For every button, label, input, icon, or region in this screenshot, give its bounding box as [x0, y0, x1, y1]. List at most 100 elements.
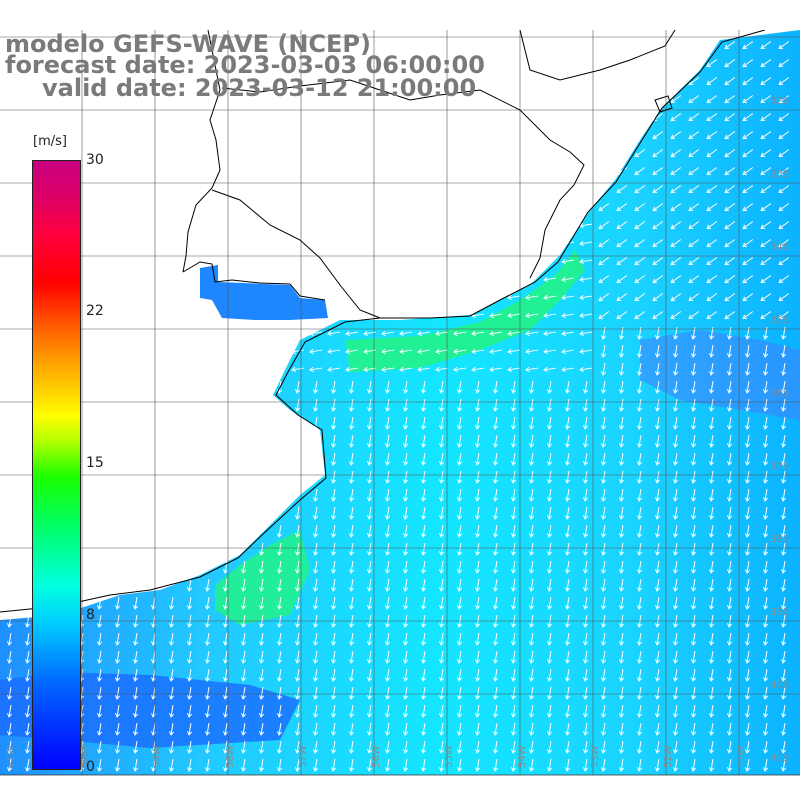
wind-arrow [674, 344, 678, 358]
wind-arrow-head [778, 260, 784, 266]
wind-arrow [224, 668, 228, 682]
wind-arrow [602, 452, 606, 466]
wind-arrow-head [439, 713, 445, 718]
wind-arrow [620, 650, 624, 664]
wind-arrow-head [187, 677, 193, 682]
wind-arrow [368, 740, 372, 754]
wind-arrow [26, 758, 30, 772]
wind-arrow [728, 632, 732, 646]
wind-arrow [278, 524, 282, 538]
wind-arrow [543, 331, 557, 335]
wind-arrow-head [709, 479, 715, 484]
wind-arrow-head [688, 152, 694, 158]
wind-arrow [314, 560, 318, 574]
wind-arrow [350, 470, 354, 484]
wind-arrow-head [709, 389, 715, 394]
wind-arrow-head [724, 116, 730, 122]
wind-arrow [566, 578, 570, 592]
wind-arrow [489, 367, 503, 371]
wind-arrow-head [616, 296, 622, 302]
wind-arrow [670, 257, 682, 265]
wind-arrow-head [511, 749, 517, 754]
wind-arrow-head [277, 623, 283, 628]
wind-arrow [598, 311, 610, 319]
wind-arrow-head [655, 623, 661, 628]
wind-arrow [458, 704, 462, 718]
wind-arrow [512, 560, 516, 574]
wind-arrow-head [349, 713, 355, 718]
wind-arrow [782, 362, 786, 376]
wind-arrow-head [403, 605, 409, 610]
wind-arrow [652, 293, 664, 301]
wind-arrow-head [709, 551, 715, 556]
wind-arrow [278, 560, 282, 574]
wind-arrow-head [475, 461, 481, 466]
wind-arrow-head [724, 242, 730, 248]
wind-arrow-head [763, 749, 769, 754]
wind-arrow [674, 704, 678, 718]
wind-arrow [652, 311, 664, 319]
wind-arrow [494, 722, 498, 736]
wind-arrow [579, 223, 593, 227]
wind-arrow-head [706, 116, 712, 122]
wind-arrow [8, 704, 12, 718]
wind-arrow-head [493, 569, 499, 574]
wind-arrow-head [457, 389, 463, 394]
wind-arrow [296, 380, 300, 394]
wind-arrow-head [493, 659, 499, 664]
wind-arrow-head [652, 296, 658, 302]
wind-arrow [710, 506, 714, 520]
wind-arrow-head [7, 749, 13, 754]
wind-arrow-head [561, 312, 566, 318]
wind-arrow [566, 560, 570, 574]
wind-arrow [422, 686, 426, 700]
wind-arrow [332, 668, 336, 682]
wind-arrow [566, 470, 570, 484]
wind-arrow-head [760, 44, 766, 50]
wind-arrow [278, 686, 282, 700]
wind-arrow-head [565, 659, 571, 664]
wind-arrow-head [439, 677, 445, 682]
wind-arrow-head [385, 443, 391, 448]
wind-arrow-head [670, 134, 676, 140]
wind-arrow [674, 668, 678, 682]
wind-arrow [440, 704, 444, 718]
wind-arrow [652, 221, 664, 229]
wind-arrow [652, 131, 664, 139]
wind-arrow-head [331, 443, 337, 448]
wind-arrow [435, 331, 449, 335]
wind-arrow [764, 488, 768, 502]
wind-arrow [350, 668, 354, 682]
wind-arrow [778, 311, 790, 319]
wind-arrow [548, 488, 552, 502]
wind-arrow-head [349, 587, 355, 592]
wind-arrow-head [565, 407, 571, 412]
wind-arrow [760, 239, 772, 247]
wind-arrow [566, 506, 570, 520]
wind-arrow [332, 686, 336, 700]
wind-arrow [422, 488, 426, 502]
wind-arrow [291, 349, 305, 353]
wind-arrow [620, 380, 624, 394]
wind-arrow [602, 704, 606, 718]
wind-arrow-head [778, 98, 784, 104]
wind-arrow [674, 650, 678, 664]
wind-arrow [638, 560, 642, 574]
wind-arrow [404, 668, 408, 682]
wind-arrow [458, 578, 462, 592]
wind-arrow-head [489, 330, 494, 336]
wind-arrow [309, 349, 323, 353]
wind-arrow [152, 596, 156, 610]
wind-arrow-head [187, 749, 193, 754]
wind-arrow [296, 596, 300, 610]
wind-arrow-head [403, 551, 409, 556]
wind-arrow [688, 257, 700, 265]
wind-arrow [368, 650, 372, 664]
wind-arrow-head [295, 731, 301, 736]
wind-arrow-head [781, 497, 787, 502]
wind-arrow-head [417, 366, 422, 372]
wind-arrow [386, 650, 390, 664]
wind-arrow-head [169, 659, 175, 664]
wind-arrow [638, 416, 642, 430]
wind-arrow-head [529, 407, 535, 412]
